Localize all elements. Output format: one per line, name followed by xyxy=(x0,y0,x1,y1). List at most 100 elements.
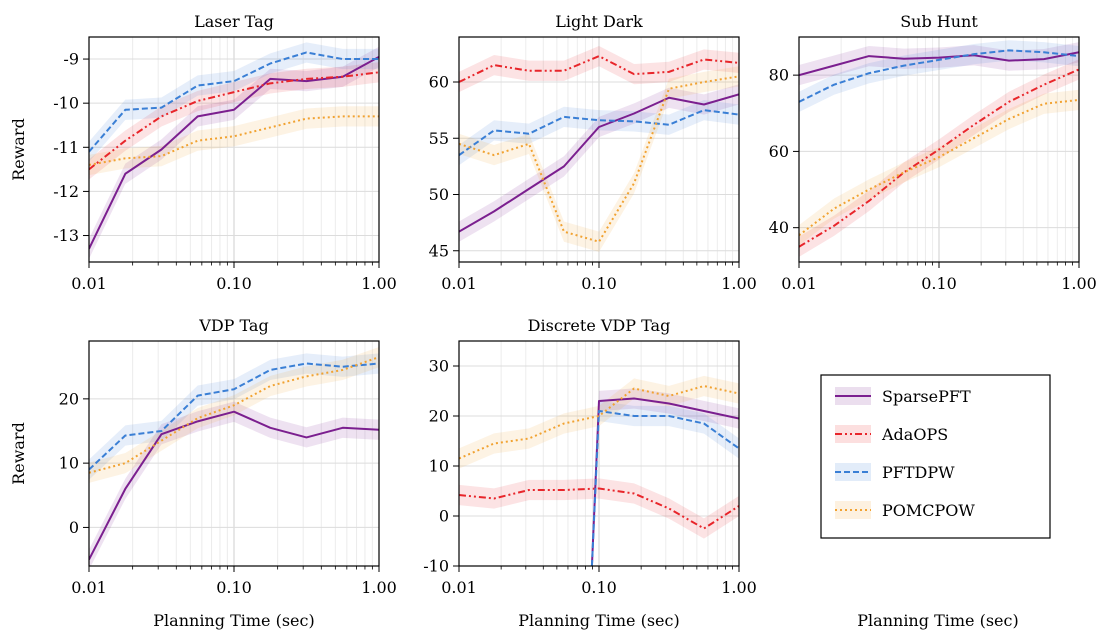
legend-swatch xyxy=(835,501,871,519)
panel-laser-tag: 0.01 0.10 1.00 -13 -12 -11 -10 -9 Laser Tag Rewar… xyxy=(9,12,397,293)
series-group xyxy=(459,375,739,566)
panel-title: Sub Hunt xyxy=(900,12,978,31)
y-tick-label: -9 xyxy=(63,50,79,69)
y-tick-label: 60 xyxy=(769,142,789,161)
y-tick-label: 80 xyxy=(769,66,789,85)
legend-swatch xyxy=(835,425,871,443)
band-pomcpow xyxy=(89,346,379,483)
series-line-adaops xyxy=(89,71,379,171)
panel-title: Discrete VDP Tag xyxy=(528,316,671,335)
y-tick-label: 50 xyxy=(429,185,449,204)
series-group xyxy=(89,42,379,259)
x-tick-label: 0.01 xyxy=(441,274,477,293)
x-tick-label: 0.10 xyxy=(921,274,957,293)
y-tick-label: -10 xyxy=(53,94,79,113)
legend-entry-pomcpow: POMCPOW xyxy=(835,501,975,520)
y-tick-label: 60 xyxy=(429,73,449,92)
series-line-pomcpow xyxy=(459,385,739,460)
x-tick-label: 1.00 xyxy=(361,274,397,293)
band-pftdpw xyxy=(799,40,1079,112)
panel-title: Light Dark xyxy=(555,12,643,31)
x-tick-label: 0.01 xyxy=(781,274,817,293)
panel-light-dark: 0.01 0.10 1.00 45 50 55 60 Light Dark xyxy=(429,12,757,293)
y-tick-label: 30 xyxy=(429,357,449,376)
y-tick-label: -10 xyxy=(423,557,449,576)
y-tick-label: -12 xyxy=(53,182,79,201)
series-line-adaops xyxy=(799,68,1079,248)
x-axis-label: Planning Time (sec) xyxy=(518,611,679,630)
band-pomcpow xyxy=(459,66,739,252)
series-line-pftdpw xyxy=(89,362,379,471)
series-line-adaops xyxy=(459,487,739,530)
band-sparsepft xyxy=(89,46,379,259)
x-tick-label: 0.10 xyxy=(581,274,617,293)
band-pomcpow xyxy=(799,89,1079,246)
series-group xyxy=(459,46,739,252)
panel-title: Laser Tag xyxy=(194,12,274,31)
y-tick-label: 20 xyxy=(59,389,79,408)
series-line-pftdpw xyxy=(590,410,739,566)
legend-label: SparsePFT xyxy=(882,387,971,406)
x-tick-label: 1.00 xyxy=(721,274,757,293)
panel-discrete-vdp-tag: 0.01 0.10 1.00 -10 0 10 20 30 Discrete VDP Tag Pl… xyxy=(423,316,757,630)
band-adaops xyxy=(459,478,739,539)
y-tick-label: 10 xyxy=(429,457,449,476)
x-tick-label: 0.10 xyxy=(216,274,252,293)
y-tick-label: 20 xyxy=(429,407,449,426)
grid xyxy=(88,37,380,262)
x-axis-label: Planning Time (sec) xyxy=(153,611,314,630)
series-line-sparsepft xyxy=(459,93,739,233)
series-line-pomcpow xyxy=(89,356,379,474)
legend-label: PFTDPW xyxy=(882,463,955,482)
series-line-adaops xyxy=(459,55,739,83)
legend-entry-pftdpw: PFTDPW xyxy=(835,463,955,482)
band-sparsepft xyxy=(459,84,739,242)
band-sparsepft xyxy=(89,401,379,566)
y-axis-label: Reward xyxy=(9,422,28,485)
grid xyxy=(458,37,740,262)
y-tick-label: 0 xyxy=(439,507,449,526)
series-group xyxy=(89,346,379,566)
legend-label: POMCPOW xyxy=(882,501,975,520)
band-sparsepft xyxy=(591,388,739,566)
band-pomcpow xyxy=(89,106,379,176)
x-tick-label: 0.01 xyxy=(71,274,107,293)
series-line-pftdpw xyxy=(459,109,739,156)
x-tick-label: 0.01 xyxy=(71,578,107,597)
y-tick-label: 0 xyxy=(69,518,79,537)
panel-title: VDP Tag xyxy=(198,316,268,335)
y-tick-label: 45 xyxy=(429,241,449,260)
panel-vdp-tag: 0.01 0.10 1.00 0 10 20 VDP Tag Reward Planning T… xyxy=(9,316,397,630)
x-tick-label: 0.10 xyxy=(216,578,252,597)
y-tick-label: 10 xyxy=(59,454,79,473)
series-line-pftdpw xyxy=(799,49,1079,103)
y-tick-label: -13 xyxy=(53,226,79,245)
panel-sub-hunt: 0.01 0.10 1.00 40 60 80 Sub Hunt xyxy=(769,12,1097,293)
x-tick-label: 1.00 xyxy=(361,578,397,597)
band-pftdpw xyxy=(591,400,739,566)
bottom-right-x-axis-label: Planning Time (sec) xyxy=(857,611,1018,630)
legend-frame xyxy=(820,374,1051,539)
legend: SparsePFT AdaOPS PFTDPW POMCPOW xyxy=(820,374,1051,539)
band-sparsepft xyxy=(799,42,1079,86)
x-tick-label: 0.01 xyxy=(441,578,477,597)
series-group xyxy=(799,40,1079,257)
y-tick-label: -11 xyxy=(53,138,79,157)
legend-entry-sparsepft: SparsePFT xyxy=(835,387,971,406)
grid xyxy=(458,341,740,567)
y-tick-label: 55 xyxy=(429,129,449,148)
series-line-pftdpw xyxy=(89,51,379,153)
x-tick-label: 1.00 xyxy=(721,578,757,597)
band-pftdpw xyxy=(89,353,379,480)
band-adaops xyxy=(89,62,379,180)
series-line-pomcpow xyxy=(799,98,1079,237)
band-adaops xyxy=(459,46,739,93)
y-tick-label: 40 xyxy=(769,218,789,237)
x-tick-label: 0.10 xyxy=(581,578,617,597)
x-tick-label: 1.00 xyxy=(1061,274,1097,293)
band-pftdpw xyxy=(89,42,379,162)
series-line-sparsepft xyxy=(799,51,1079,77)
y-axis-label: Reward xyxy=(9,118,28,181)
series-line-sparsepft xyxy=(89,410,379,561)
